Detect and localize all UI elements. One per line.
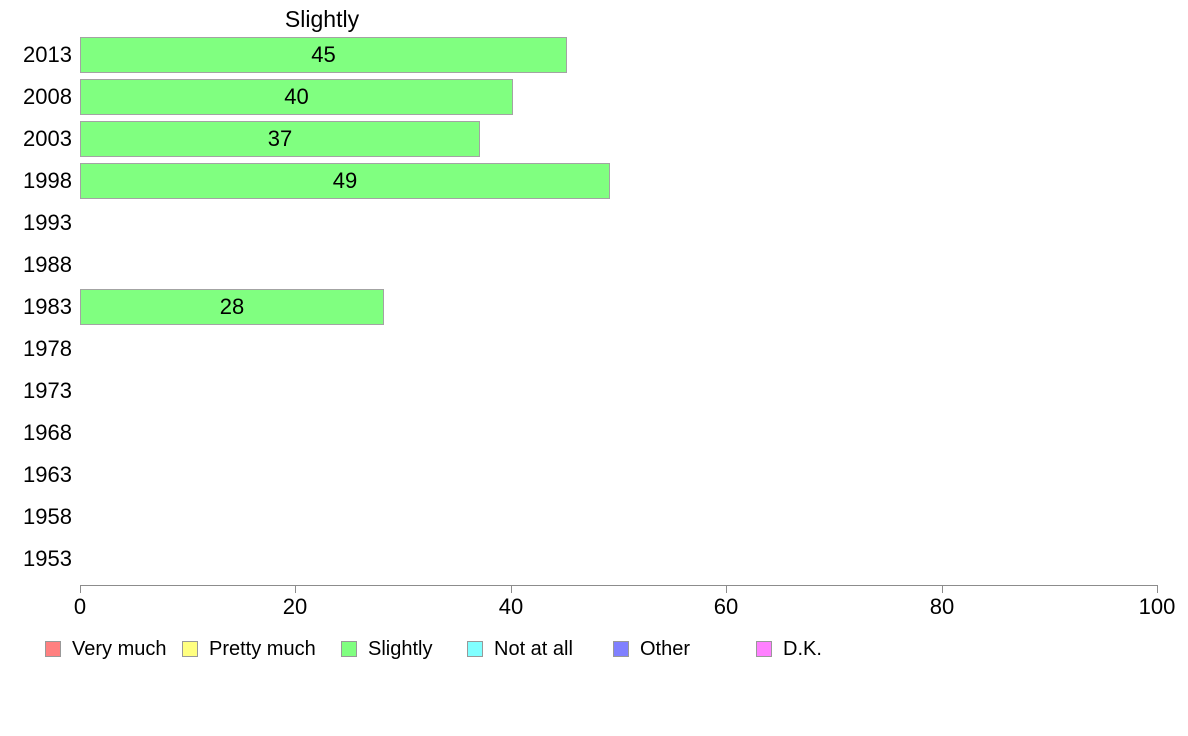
bar-value-label: 45	[311, 42, 336, 67]
y-axis-label: 1998	[23, 168, 72, 193]
legend-label: Very much	[72, 638, 167, 660]
chart-row: 1993	[0, 202, 1188, 244]
x-axis-tick-label: 20	[282, 594, 308, 619]
legend-swatch	[467, 641, 483, 657]
chart-row: 1983 28	[0, 286, 1188, 328]
x-axis-tick	[511, 586, 512, 593]
x-axis-tick	[80, 586, 81, 593]
y-axis-label: 1963	[23, 462, 72, 487]
bar-value-label: 37	[267, 126, 293, 151]
y-axis-label: 1983	[23, 294, 72, 319]
chart-row: 1968	[0, 412, 1188, 454]
y-axis-label: 2003	[23, 126, 72, 151]
legend-swatch	[341, 641, 357, 657]
bar: 37	[80, 121, 480, 157]
bar-value-label: 40	[284, 84, 309, 109]
x-axis-tick-label: 100	[1138, 594, 1176, 619]
bar: 40	[80, 79, 513, 115]
legend-swatch	[182, 641, 198, 657]
chart-row: 1988	[0, 244, 1188, 286]
legend-swatch	[756, 641, 772, 657]
x-axis-line	[80, 585, 1158, 586]
chart-row: 1978	[0, 328, 1188, 370]
x-axis-tick	[942, 586, 943, 593]
y-axis-label: 1953	[23, 546, 72, 571]
y-axis-label: 1988	[23, 252, 72, 277]
y-axis-label: 1958	[23, 504, 72, 529]
y-axis-label: 2008	[23, 84, 72, 109]
y-axis-label: 1968	[23, 420, 72, 445]
bar-value-label: 49	[332, 168, 358, 193]
x-axis-tick	[1157, 586, 1158, 593]
legend-label: Pretty much	[209, 638, 316, 660]
y-axis-label: 1978	[23, 336, 72, 361]
chart-row: 1958	[0, 496, 1188, 538]
x-axis-tick-label: 60	[713, 594, 739, 619]
chart-row: 1963	[0, 454, 1188, 496]
y-axis-label: 2013	[23, 42, 72, 67]
x-axis-tick-label: 40	[498, 594, 524, 619]
bar: 49	[80, 163, 610, 199]
bar: 45	[80, 37, 567, 73]
chart-title: Slightly	[284, 6, 360, 32]
legend-label: Slightly	[368, 638, 433, 660]
legend-swatch	[613, 641, 629, 657]
chart-row: 2013 45	[0, 34, 1188, 76]
chart-row: 2008 40	[0, 76, 1188, 118]
legend-label: Other	[640, 638, 691, 660]
x-axis-tick-label: 0	[73, 594, 87, 619]
bar-value-label: 28	[219, 294, 245, 319]
legend-swatch	[45, 641, 61, 657]
chart-row: 2003 37	[0, 118, 1188, 160]
x-axis-tick	[295, 586, 296, 593]
chart-row: 1998 49	[0, 160, 1188, 202]
x-axis-tick	[726, 586, 727, 593]
chart-row: 1953	[0, 538, 1188, 580]
y-axis-label: 1993	[23, 210, 72, 235]
y-axis-label: 1973	[23, 378, 72, 403]
x-axis-tick-label: 80	[929, 594, 955, 619]
legend-label: D.K.	[783, 638, 822, 660]
legend-label: Not at all	[494, 638, 573, 660]
bar: 28	[80, 289, 384, 325]
chart-row: 1973	[0, 370, 1188, 412]
